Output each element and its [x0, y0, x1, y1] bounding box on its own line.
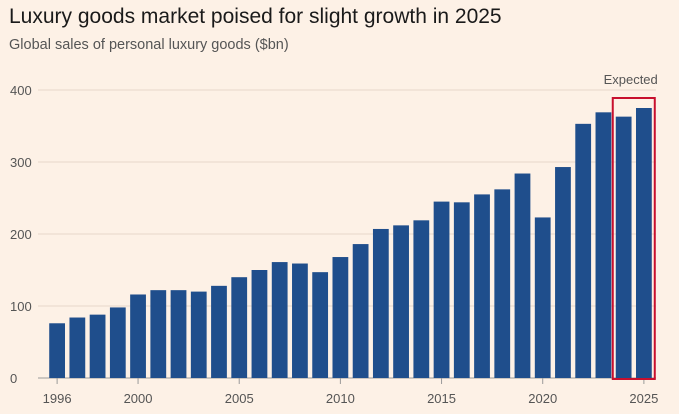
x-tick-label-1996: 1996 [43, 391, 72, 406]
bar-2017 [474, 194, 490, 378]
x-tick-label-2020: 2020 [528, 391, 557, 406]
bar-2006 [251, 270, 268, 378]
bar-2015 [433, 201, 450, 378]
x-tick-label-2025: 2025 [629, 391, 658, 406]
bar-2013 [393, 225, 409, 378]
x-tick-label-2000: 2000 [124, 391, 153, 406]
bar-2004 [211, 285, 227, 378]
x-tick-label-2005: 2005 [225, 391, 254, 406]
y-tick-label-400: 400 [10, 83, 32, 98]
bar-1997 [69, 317, 86, 378]
bar-2010 [332, 257, 349, 378]
bar-2011 [352, 244, 369, 378]
bar-2022 [575, 123, 592, 378]
bar-2016 [453, 202, 470, 378]
bar-2001 [150, 290, 167, 378]
x-tick-label-2010: 2010 [326, 391, 355, 406]
bar-1999 [109, 307, 126, 378]
expected-label: Expected [604, 72, 658, 87]
chart-title: Luxury goods market poised for slight gr… [9, 5, 502, 28]
bar-2025 [635, 108, 652, 378]
bar-2023 [595, 112, 612, 378]
bar-2009 [312, 272, 329, 378]
bar-2008 [292, 263, 308, 378]
y-tick-label-0: 0 [10, 371, 17, 386]
bar-2014 [413, 220, 430, 378]
bar-2002 [170, 290, 187, 378]
chart-subtitle: Global sales of personal luxury goods ($… [9, 37, 289, 53]
y-tick-label-100: 100 [10, 299, 32, 314]
expected-highlight-box [611, 97, 656, 380]
bar-2020 [534, 217, 551, 378]
bar-1996 [49, 323, 66, 378]
bar-1998 [89, 314, 106, 378]
bar-2024 [615, 116, 632, 378]
bar-2021 [555, 167, 571, 378]
bar-2019 [514, 173, 531, 378]
bar-2007 [271, 262, 288, 378]
bar-2005 [231, 277, 248, 378]
bar-2012 [372, 228, 389, 378]
bar-2000 [130, 294, 146, 378]
bar-2018 [494, 189, 511, 378]
y-tick-label-300: 300 [10, 155, 32, 170]
bar-2003 [190, 291, 207, 378]
x-tick-label-2015: 2015 [427, 391, 456, 406]
y-tick-label-200: 200 [10, 227, 32, 242]
